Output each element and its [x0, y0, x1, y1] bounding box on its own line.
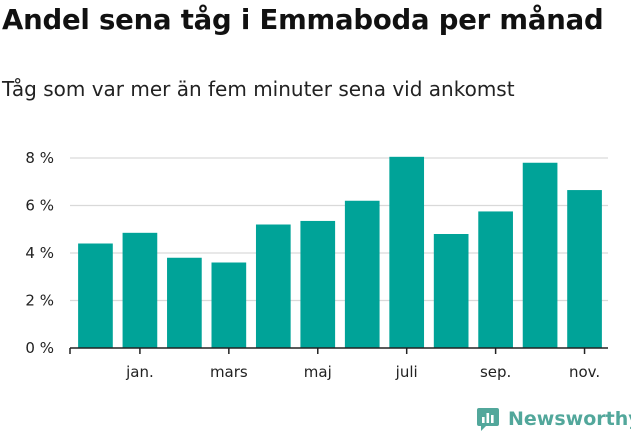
x-tick-label: juli	[395, 363, 418, 381]
bar-6	[344, 200, 380, 348]
y-tick-label: 2 %	[25, 292, 54, 310]
bar-2	[167, 257, 202, 348]
bar-0	[78, 243, 113, 348]
x-tick-label: nov.	[569, 363, 600, 381]
bar-7	[389, 156, 425, 348]
bar-chart-logo-icon	[477, 408, 499, 431]
bar-8	[433, 234, 469, 348]
bar-5	[300, 220, 336, 348]
grid-lines	[70, 157, 608, 302]
x-tick-label: sep.	[480, 363, 511, 381]
y-tick-label: 8 %	[25, 149, 54, 167]
y-tick-label: 6 %	[25, 197, 54, 215]
y-tick-label: 0 %	[25, 339, 54, 357]
x-tick-label: jan.	[125, 363, 154, 381]
bar-1	[122, 232, 158, 348]
y-tick-label: 4 %	[25, 244, 54, 262]
chart-subtitle: Tåg som var mer än fem minuter sena vid …	[2, 77, 515, 101]
x-tick-label: maj	[304, 363, 332, 381]
x-tick-label: mars	[210, 363, 248, 381]
bar-4	[255, 224, 291, 348]
bar-9	[478, 211, 513, 348]
bar-3	[211, 262, 247, 348]
newsworthy-brand: Newsworthy	[476, 406, 631, 432]
tick-labels: 0 % 2 % 4 % 6 % 8 % jan. mars maj juli sep. nov.	[25, 149, 600, 381]
brand-name: Newsworthy	[508, 408, 631, 430]
bar-11	[567, 190, 602, 348]
bars	[78, 156, 602, 348]
chart-title: Andel sena tåg i Emmaboda per månad	[2, 4, 604, 36]
x-axis	[69, 347, 608, 354]
bar-10	[522, 162, 558, 348]
